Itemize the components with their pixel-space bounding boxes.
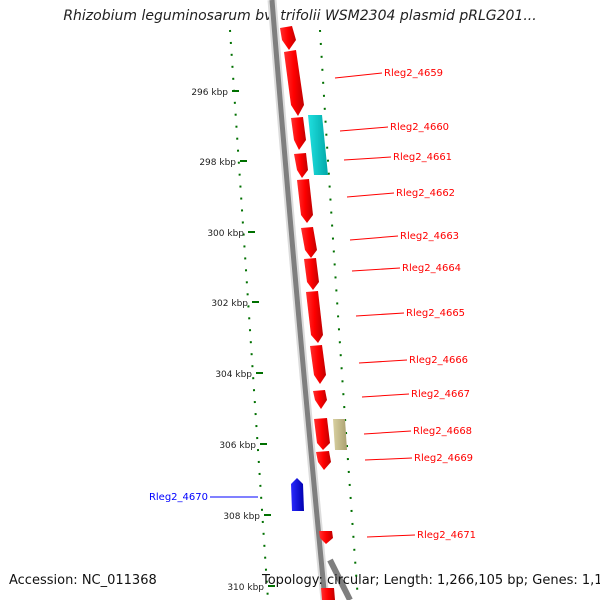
gene-rleg2-4670[interactable] — [291, 478, 304, 511]
gene-label[interactable]: Rleg2_4661 — [393, 152, 452, 163]
gene-rleg2-4658[interactable] — [280, 26, 296, 50]
accession-text: Accession: NC_011368 — [9, 573, 157, 588]
gene-label[interactable]: Rleg2_4659 — [384, 68, 443, 79]
gene-label[interactable]: Rleg2_4662 — [396, 188, 455, 199]
gene-rleg2-4667[interactable] — [313, 390, 327, 409]
scale-label: 300 kbp — [207, 229, 244, 239]
gene-rleg2-4666[interactable] — [310, 345, 326, 384]
gene-label[interactable]: Rleg2_4667 — [411, 389, 470, 400]
gene-label[interactable]: Rleg2_4669 — [414, 453, 473, 464]
gene-rleg2-4665[interactable] — [306, 291, 323, 343]
label-leader-line — [351, 267, 401, 272]
gene-labels: Rleg2_4659 Rleg2_4660 Rleg2_4661 Rleg2_4662… — [149, 68, 476, 541]
label-leader-line — [358, 359, 408, 364]
gene-label[interactable]: Rleg2_4663 — [400, 231, 459, 242]
label-leader-line — [366, 534, 416, 538]
gene-rleg2-4671[interactable] — [319, 531, 333, 544]
gene-next[interactable] — [321, 588, 335, 600]
label-leader-line — [364, 457, 413, 461]
scale-label: 306 kbp — [219, 441, 256, 451]
gene-label[interactable]: Rleg2_4664 — [402, 263, 461, 274]
gene-label[interactable]: Rleg2_4668 — [413, 426, 472, 437]
label-leader-line — [355, 312, 405, 317]
gene-label[interactable]: Rleg2_4670 — [149, 492, 208, 503]
gene-rleg2-4669[interactable] — [316, 451, 331, 470]
label-leader-line — [346, 192, 395, 198]
gene-label[interactable]: Rleg2_4671 — [417, 530, 476, 541]
gene-rleg2-4661[interactable] — [294, 153, 308, 178]
label-leader-line — [339, 126, 389, 132]
label-leader-line — [343, 156, 392, 161]
scale-label: 304 kbp — [215, 370, 252, 380]
gene-rleg2-4660[interactable] — [291, 117, 306, 150]
label-leader-line — [349, 235, 399, 241]
feature-cyan-block[interactable] — [308, 115, 328, 175]
scale-label: 308 kbp — [223, 512, 260, 522]
gene-label[interactable]: Rleg2_4665 — [406, 308, 465, 319]
gene-rleg2-4668[interactable] — [314, 418, 330, 450]
gene-rleg2-4662[interactable] — [297, 179, 313, 223]
feature-khaki-block[interactable] — [333, 419, 347, 450]
gene-label[interactable]: Rleg2_4660 — [390, 122, 449, 133]
label-leader-line — [363, 430, 412, 435]
outer-tick-track — [319, 29, 359, 600]
map-title: Rhizobium leguminosarum bv. trifolii WSM… — [63, 8, 537, 24]
scale-ticks: 296 kbp 298 kbp 300 kbp 302 kbp 304 kbp 306 k… — [191, 88, 275, 593]
gene-rleg2-4664[interactable] — [304, 258, 319, 290]
gene-label[interactable]: Rleg2_4666 — [409, 355, 468, 366]
scale-label: 298 kbp — [199, 158, 236, 168]
label-leader-line — [361, 393, 410, 398]
gene-rleg2-4659[interactable] — [284, 50, 304, 116]
gene-rleg2-4663[interactable] — [301, 227, 317, 258]
scale-label: 302 kbp — [211, 299, 248, 309]
backbone-ring — [267, 0, 353, 600]
label-leader-line — [334, 72, 383, 79]
scale-label: 310 kbp — [227, 583, 264, 593]
topology-summary: Topology: circular; Length: 1,266,105 bp… — [262, 573, 600, 588]
label-leader-lines — [210, 72, 416, 538]
scale-label: 296 kbp — [191, 88, 228, 98]
